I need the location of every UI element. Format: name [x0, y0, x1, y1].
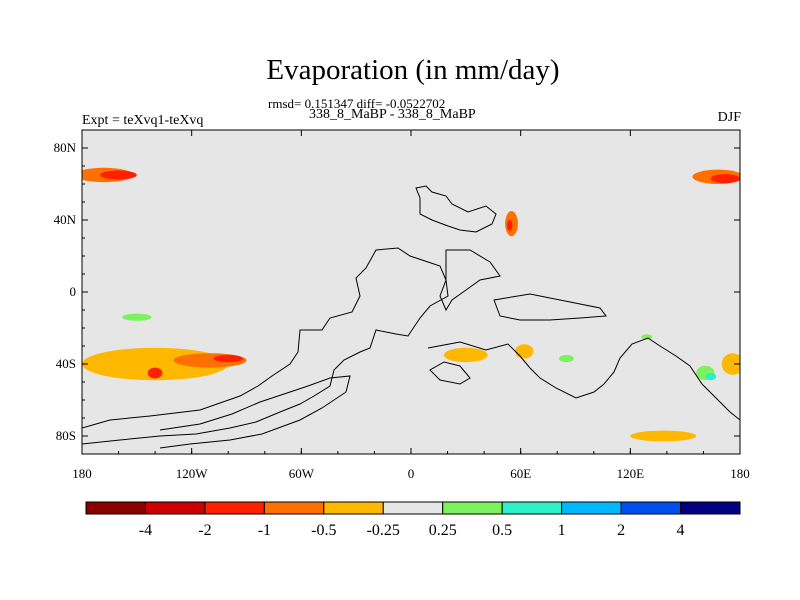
continent-outline-eurasia	[439, 249, 501, 312]
colorbar-label: -0.5	[311, 522, 336, 539]
x-tick-label: 180	[72, 466, 92, 481]
colorbar-label: -4	[139, 522, 152, 539]
colorbar-label: -2	[198, 522, 211, 539]
continent-outlines	[82, 185, 740, 449]
x-axis: 180 120W 60W 0 60E 120E 180	[72, 130, 750, 481]
x-tick-label: 120W	[176, 466, 209, 481]
colorbar-swatch	[382, 501, 444, 515]
y-axis: 80N 40N 0 40S 80S	[54, 129, 740, 455]
colorbar-swatch	[323, 501, 384, 515]
anomaly-region	[506, 220, 513, 231]
anomaly-region	[443, 347, 488, 363]
colorbar-swatch	[85, 501, 146, 515]
colorbar-swatch	[144, 501, 206, 515]
colorbar-swatch	[501, 501, 563, 515]
season-label: DJF	[717, 110, 741, 125]
rmsd-diff-stats: rmsd= 0.151347 diff= -0.0522702	[268, 96, 446, 111]
colorbar-label: 0.25	[429, 522, 457, 539]
x-tick-label: 120E	[617, 466, 645, 481]
colorbar: -4 -2 -1 -0.5 -0.25 0.25 0.5 1 2 4	[85, 501, 741, 539]
anomaly-region	[721, 353, 740, 375]
chart-title: Evaporation (in mm/day)	[266, 54, 560, 86]
colorbar-swatch	[204, 501, 265, 515]
y-tick-label: 40N	[54, 212, 77, 227]
anomaly-region	[515, 344, 534, 359]
chart-subtitle: 338_8_MaBP - 338_8_MaBP	[309, 107, 476, 122]
y-tick-label: 0	[70, 284, 77, 299]
continent-outline-island	[429, 361, 471, 385]
anomaly-region	[213, 355, 243, 363]
y-tick-label: 80S	[56, 428, 76, 443]
continent-outline-americas	[82, 247, 449, 445]
experiment-label: Expt = teXvq1-teXvq	[82, 113, 204, 128]
anomaly-region	[122, 313, 152, 321]
colorbar-swatch	[442, 501, 503, 515]
colorbar-label: 1	[558, 522, 566, 539]
colorbar-label: -1	[258, 522, 271, 539]
anomaly-region	[641, 334, 653, 340]
anomaly-region	[147, 367, 163, 379]
colorbar-swatch	[561, 501, 622, 515]
continent-outline-south-tip	[159, 375, 351, 449]
x-tick-label: 60W	[289, 466, 315, 481]
anomaly-region	[630, 430, 697, 442]
continent-outline-north	[415, 185, 497, 233]
continent-outline-east	[493, 293, 607, 321]
colorbar-swatch	[620, 501, 682, 515]
colorbar-swatch	[680, 501, 741, 515]
anomaly-region	[559, 355, 574, 363]
anomaly-region	[100, 170, 137, 180]
x-tick-label: 0	[408, 466, 415, 481]
anomaly-region	[710, 174, 740, 184]
anomaly-contours	[82, 167, 740, 442]
x-tick-label: 180	[730, 466, 750, 481]
colorbar-label: -0.25	[367, 522, 400, 539]
x-tick-label: 60E	[510, 466, 531, 481]
colorbar-label: 4	[677, 522, 685, 539]
continent-outline-south-central	[427, 337, 740, 421]
map-background	[82, 130, 740, 454]
anomaly-region	[705, 373, 717, 381]
colorbar-label: 2	[617, 522, 625, 539]
y-tick-label: 80N	[54, 140, 77, 155]
colorbar-label: 0.5	[492, 522, 512, 539]
colorbar-swatch	[263, 501, 325, 515]
y-tick-label: 40S	[56, 356, 76, 371]
